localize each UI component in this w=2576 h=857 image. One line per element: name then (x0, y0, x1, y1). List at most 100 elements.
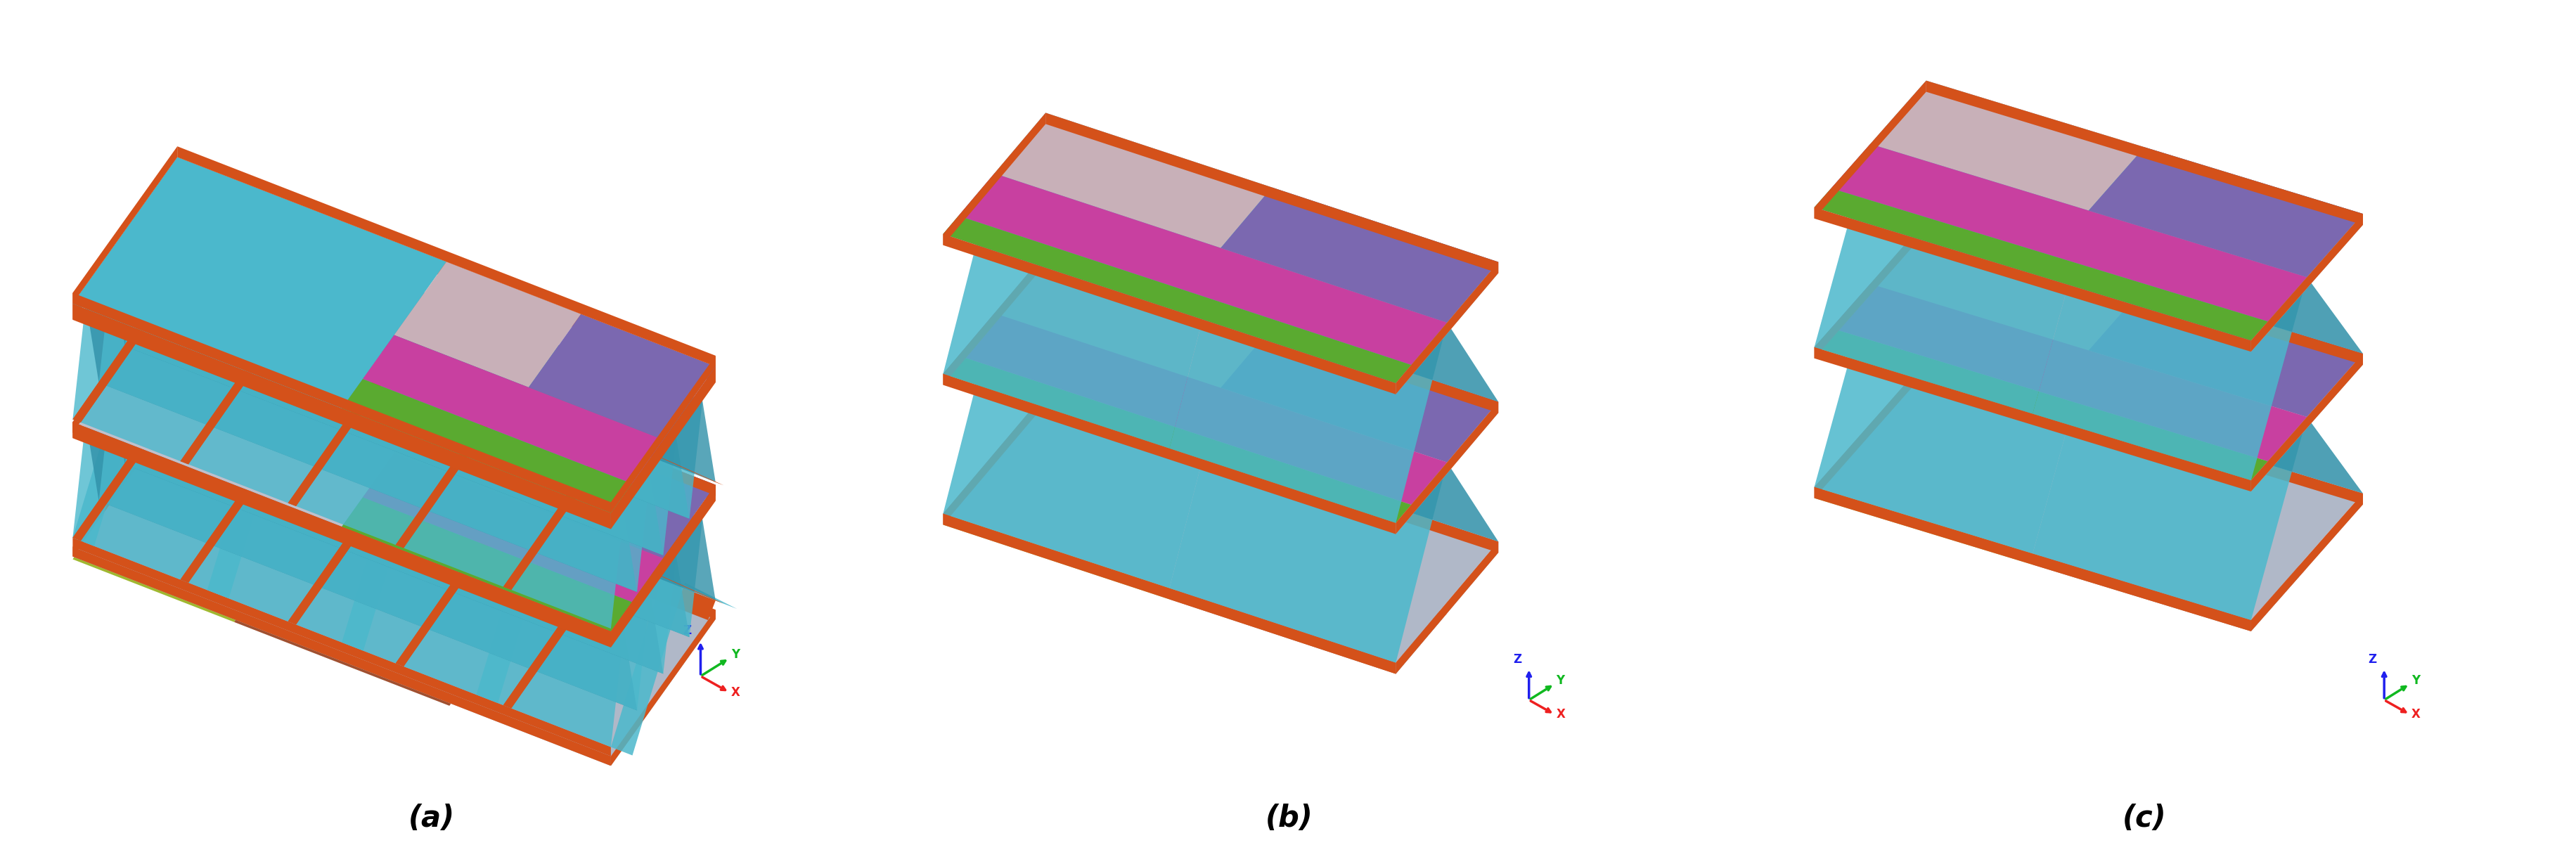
Polygon shape (165, 310, 716, 601)
Polygon shape (72, 147, 178, 303)
Polygon shape (343, 497, 631, 632)
Polygon shape (528, 314, 716, 440)
Polygon shape (170, 392, 716, 620)
Polygon shape (111, 265, 662, 555)
Text: (a): (a) (407, 804, 456, 833)
Polygon shape (1046, 253, 1499, 413)
Polygon shape (994, 113, 1273, 248)
Polygon shape (943, 234, 1396, 394)
Polygon shape (126, 228, 677, 555)
Polygon shape (1221, 387, 1499, 542)
Polygon shape (1814, 434, 2089, 565)
Polygon shape (72, 386, 188, 541)
Polygon shape (943, 216, 1412, 383)
Polygon shape (1927, 81, 2362, 225)
Polygon shape (2032, 351, 2308, 620)
Polygon shape (611, 609, 716, 766)
Polygon shape (72, 547, 611, 766)
Polygon shape (958, 173, 1448, 365)
Polygon shape (2251, 213, 2362, 351)
Polygon shape (1221, 188, 1499, 322)
Polygon shape (178, 400, 716, 620)
Polygon shape (111, 383, 662, 674)
Text: (c): (c) (2123, 804, 2166, 833)
Polygon shape (72, 267, 188, 423)
Polygon shape (206, 417, 332, 598)
Polygon shape (72, 400, 178, 556)
Polygon shape (2251, 354, 2362, 491)
Polygon shape (72, 386, 188, 541)
Polygon shape (178, 386, 294, 436)
Polygon shape (394, 261, 582, 387)
Polygon shape (72, 157, 446, 408)
Polygon shape (180, 309, 294, 464)
Polygon shape (1170, 387, 1448, 662)
Polygon shape (611, 356, 716, 513)
Polygon shape (1870, 220, 2146, 351)
Polygon shape (397, 393, 510, 548)
Polygon shape (1870, 284, 2146, 427)
Polygon shape (1814, 360, 2362, 620)
Polygon shape (1396, 402, 1499, 534)
Polygon shape (1396, 262, 1499, 394)
Polygon shape (2089, 351, 2362, 494)
Polygon shape (178, 386, 294, 436)
Polygon shape (502, 512, 616, 562)
Polygon shape (397, 512, 510, 667)
Polygon shape (72, 157, 178, 320)
Polygon shape (477, 522, 603, 703)
Polygon shape (502, 554, 618, 708)
Polygon shape (363, 453, 662, 602)
Text: X: X (2411, 708, 2421, 721)
Polygon shape (1046, 393, 1499, 553)
Polygon shape (126, 346, 677, 674)
Polygon shape (1814, 81, 2362, 340)
Polygon shape (502, 512, 616, 562)
Polygon shape (943, 113, 1499, 383)
Polygon shape (502, 393, 616, 443)
Polygon shape (286, 309, 402, 360)
Polygon shape (994, 313, 1273, 467)
Polygon shape (502, 554, 618, 708)
Text: (b): (b) (1265, 804, 1314, 833)
Polygon shape (1814, 144, 2089, 414)
Polygon shape (178, 275, 716, 495)
Polygon shape (994, 253, 1273, 387)
Polygon shape (943, 356, 1412, 523)
Polygon shape (943, 173, 1221, 448)
Polygon shape (394, 351, 507, 402)
Polygon shape (72, 410, 716, 766)
Polygon shape (72, 275, 178, 433)
Polygon shape (289, 470, 402, 625)
Polygon shape (1814, 284, 2089, 554)
Polygon shape (1927, 360, 2362, 505)
Polygon shape (286, 428, 402, 478)
Polygon shape (943, 253, 1499, 523)
Polygon shape (502, 393, 616, 443)
Polygon shape (394, 470, 507, 520)
Polygon shape (1221, 248, 1499, 402)
Polygon shape (234, 560, 495, 706)
Polygon shape (139, 346, 690, 637)
Polygon shape (1814, 347, 2251, 491)
Polygon shape (180, 428, 294, 583)
Polygon shape (180, 428, 294, 583)
Polygon shape (178, 157, 716, 382)
Polygon shape (1814, 81, 1927, 219)
Polygon shape (1170, 539, 1448, 674)
Text: X: X (732, 686, 739, 698)
Polygon shape (178, 267, 294, 318)
Polygon shape (394, 470, 507, 520)
Polygon shape (994, 173, 1273, 327)
Polygon shape (943, 393, 1046, 524)
Polygon shape (72, 496, 278, 622)
Polygon shape (943, 313, 1221, 588)
Polygon shape (1814, 189, 2267, 340)
Polygon shape (1814, 207, 2251, 351)
Polygon shape (72, 422, 611, 642)
Polygon shape (72, 275, 446, 527)
Polygon shape (139, 228, 690, 518)
Polygon shape (2251, 354, 2362, 491)
Polygon shape (72, 302, 623, 629)
Polygon shape (343, 379, 631, 513)
